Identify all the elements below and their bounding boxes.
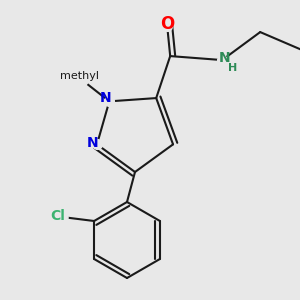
Text: O: O <box>160 15 174 33</box>
Text: N: N <box>87 136 99 150</box>
Text: H: H <box>228 63 237 73</box>
Text: N: N <box>218 51 230 65</box>
Text: methyl: methyl <box>61 65 91 74</box>
Text: methyl: methyl <box>60 71 99 81</box>
Text: Cl: Cl <box>51 209 65 223</box>
Text: N: N <box>100 92 111 105</box>
